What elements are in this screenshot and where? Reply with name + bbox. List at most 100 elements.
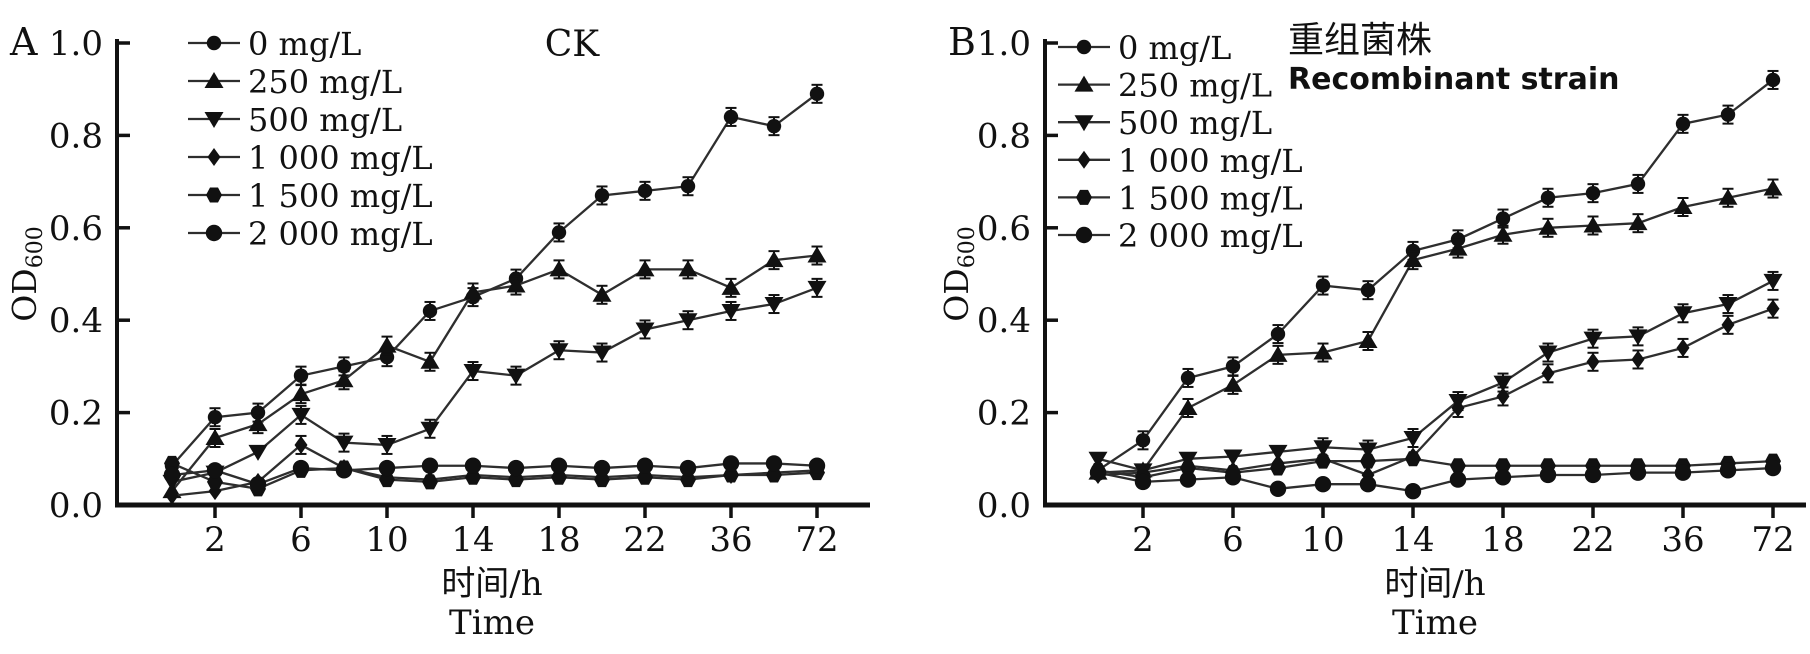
series-2000mg/L [1089,459,1782,500]
x-axis-label-en: Time [449,603,535,643]
data-point-marker [1224,469,1242,486]
data-point-marker [594,472,610,488]
y-tick-label: 0.4 [977,301,1031,341]
data-point-marker [1405,451,1421,467]
data-point-marker [550,457,568,474]
data-point-marker [766,118,782,134]
data-point-marker [592,345,612,362]
legend-marker-triangle-up [204,72,224,88]
data-point-marker [1270,460,1286,476]
data-point-marker [294,435,308,454]
panel-letter: B [948,20,976,64]
data-point-marker [1538,218,1558,235]
data-point-marker [1540,190,1556,205]
data-point-marker [1448,239,1468,256]
legend-label: 1 500 mg/L [1118,179,1303,217]
data-point-marker [1180,370,1196,386]
data-point-marker [465,469,481,485]
legend-marker-diamond [207,148,221,166]
data-point-marker [163,466,181,484]
x-tick-label: 22 [623,520,666,560]
x-tick-label: 2 [204,520,226,560]
data-point-marker [1223,449,1243,466]
data-point-marker [1586,352,1600,371]
data-point-marker [291,407,311,424]
data-point-marker [420,421,440,438]
data-point-marker [1718,188,1738,205]
data-point-marker [551,469,567,485]
series-line [171,254,818,492]
data-point-marker [721,278,741,295]
legend-marker-circle [1076,39,1092,55]
data-point-marker [1359,476,1377,493]
data-point-marker [722,455,740,472]
data-point-marker [635,260,655,277]
data-point-marker [1089,464,1107,481]
data-point-marker [507,459,525,477]
series-line [1097,307,1774,477]
series-line [1097,79,1774,472]
data-point-marker [1673,306,1693,323]
data-point-marker [1269,480,1287,498]
data-point-marker [1629,464,1647,481]
data-point-marker [379,472,395,488]
data-point-marker [1313,440,1333,457]
data-point-marker [1313,343,1333,360]
series-2000mg/L [163,455,826,493]
data-point-marker [1268,345,1288,362]
data-point-marker [1630,176,1646,192]
data-point-marker [1496,387,1510,406]
data-point-marker [291,385,311,402]
data-point-marker [1180,460,1196,476]
legend-marker-diamond [1077,150,1091,169]
x-tick-label: 10 [365,520,408,560]
x-axis-label-cn: 时间/h [1384,564,1485,604]
data-point-marker [1494,469,1512,486]
legend-marker-hexagon [206,187,222,203]
data-point-marker [422,303,438,319]
data-point-marker [1360,453,1376,469]
series-line [171,286,818,484]
data-point-marker [248,415,268,432]
series-250mg/L [162,245,827,499]
data-point-marker [594,188,610,203]
y-tick-label: 0.6 [977,209,1031,249]
data-point-marker [292,459,310,477]
data-point-marker [1628,214,1648,231]
legend-label: 500 mg/L [1118,104,1272,142]
legend-label: 2 000 mg/L [248,215,433,253]
data-point-marker [1719,462,1737,479]
data-point-marker [421,457,439,474]
data-point-marker [807,280,827,297]
data-point-marker [1584,466,1602,484]
data-point-marker [1135,433,1151,448]
data-point-marker [1718,297,1738,314]
data-point-marker [766,467,782,483]
data-point-marker [1178,398,1198,415]
data-point-marker [1360,282,1376,298]
data-point-marker [205,429,225,446]
y-tick-label: 0.0 [977,486,1031,526]
legend-marker-triangle-down [204,112,224,128]
y-tick-label: 0.8 [977,116,1031,156]
data-point-marker [463,364,483,381]
data-point-marker [680,179,696,194]
data-point-marker [1541,364,1555,383]
data-point-marker [420,352,440,369]
y-tick-label: 0.2 [49,394,103,434]
data-point-marker [422,474,438,490]
legend-label: 0 mg/L [248,25,361,63]
legend-label: 250 mg/L [1118,67,1272,105]
data-point-marker [1493,225,1513,242]
series-line [171,443,818,497]
x-tick-label: 10 [1301,520,1344,560]
data-point-marker [379,349,395,365]
data-point-marker [678,313,698,330]
x-tick-label: 14 [1391,520,1434,560]
data-point-marker [293,368,309,383]
data-point-marker [506,368,526,385]
data-point-marker [1583,216,1603,233]
legend-label: 2 000 mg/L [1118,217,1303,255]
data-point-marker [679,459,697,477]
